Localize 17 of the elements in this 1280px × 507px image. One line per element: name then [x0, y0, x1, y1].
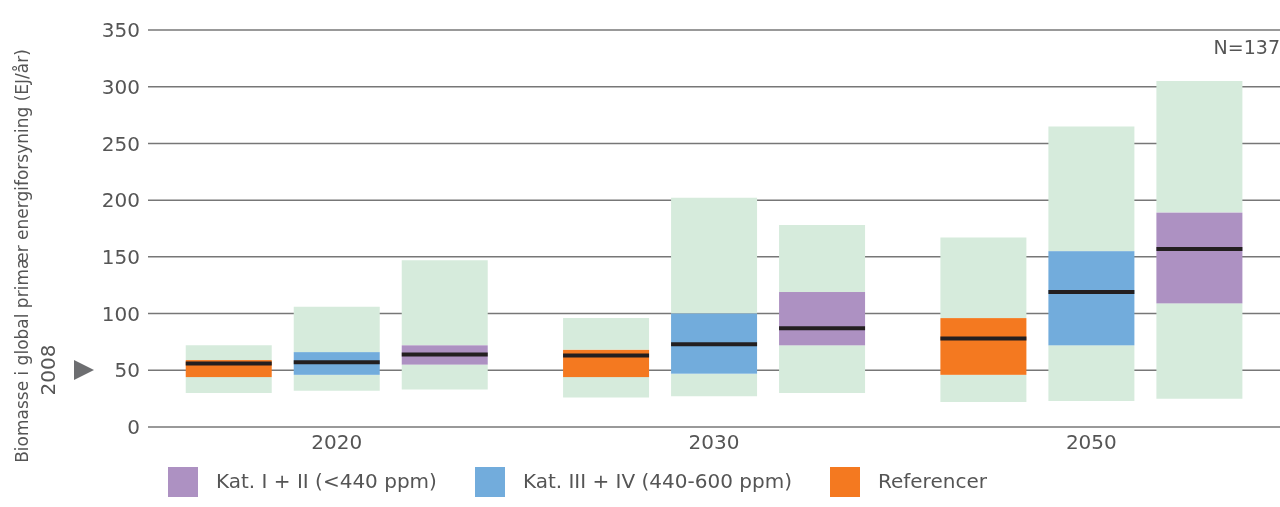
x-tick-label: 2020 — [311, 430, 363, 455]
y-tick-label: 350 — [101, 18, 140, 43]
legend-label: Referencer — [877, 468, 987, 493]
legend-label: Kat. III + IV (440-600 ppm) — [522, 468, 792, 493]
y-tick-label: 50 — [114, 358, 140, 383]
y-tick-label: 150 — [101, 244, 140, 269]
annotation: N=137 — [1213, 36, 1280, 58]
x-tick-label: 2050 — [1065, 430, 1117, 455]
text: 2008 — [36, 344, 60, 396]
y-tick-label: 300 — [101, 74, 140, 99]
legend-label: Kat. I + II (<440 ppm) — [216, 468, 437, 493]
y-axis-title: Biomasse i global primær energiforsyning (EJ/år) — [12, 49, 32, 463]
y-tick-label: 100 — [101, 301, 140, 326]
y-tick-label: 200 — [101, 188, 140, 213]
x-tick-label: 2030 — [688, 430, 740, 455]
y-tick-label: 0 — [127, 415, 140, 440]
y-tick-label: 250 — [101, 131, 140, 156]
